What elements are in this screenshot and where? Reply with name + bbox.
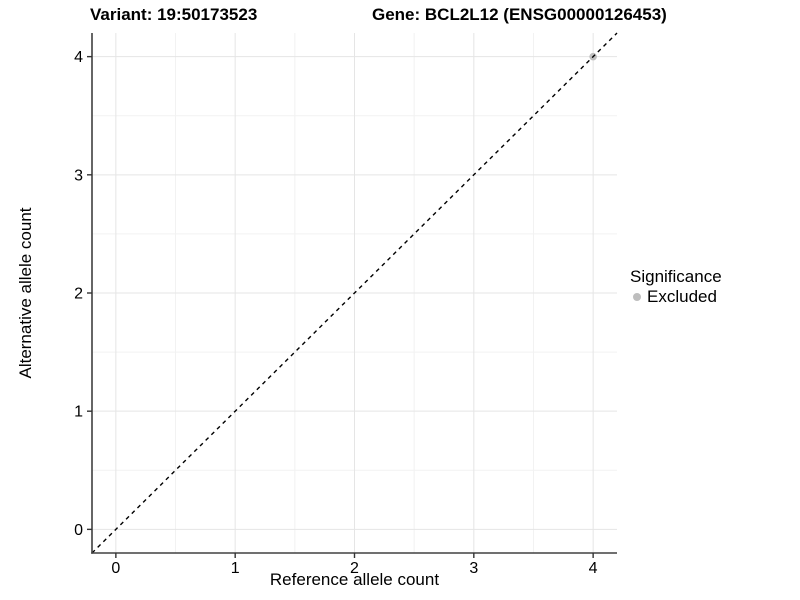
y-axis-label: Alternative allele count (16, 207, 35, 379)
x-axis-label: Reference allele count (269, 570, 440, 589)
legend-item-excluded: Excluded (630, 287, 722, 307)
y-tick-label: 1 (74, 404, 83, 421)
y-tick-label: 0 (74, 522, 83, 539)
y-tick-label: 4 (74, 49, 83, 66)
identity-reference-line (91, 32, 618, 554)
x-tick-label: 1 (231, 560, 240, 577)
x-tick-label: 0 (111, 560, 120, 577)
legend: Significance Excluded (630, 267, 722, 307)
plot-title-gene: Gene: BCL2L12 (ENSG00000126453) (372, 5, 667, 24)
x-tick-label: 3 (469, 560, 478, 577)
plot-title-variant: Variant: 19:50173523 (90, 5, 258, 24)
y-tick-label: 2 (74, 286, 83, 303)
x-tick-label: 2 (350, 560, 359, 577)
legend-point-icon (633, 293, 641, 301)
legend-title: Significance (630, 267, 722, 286)
legend-item-label: Excluded (647, 287, 717, 306)
y-tick-label: 3 (74, 167, 83, 184)
x-tick-label: 4 (589, 560, 598, 577)
